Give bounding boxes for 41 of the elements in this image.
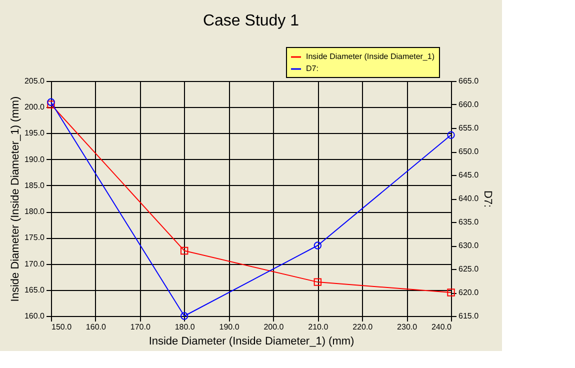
x-tick-label: 160.0 bbox=[86, 322, 106, 332]
x-axis-title: Inside Diameter (Inside Diameter_1) (mm) bbox=[148, 336, 354, 348]
x-tick-label: 200.0 bbox=[264, 322, 284, 332]
y2-tick-label: 665.0 bbox=[458, 76, 480, 86]
x-tick-label: 170.0 bbox=[130, 322, 151, 332]
point bbox=[180, 246, 188, 255]
y-tick-label: 190.0 bbox=[24, 154, 46, 164]
y-tick-label: 175.0 bbox=[24, 233, 46, 242]
x-tick-label: 180.0 bbox=[174, 322, 196, 332]
point bbox=[314, 278, 322, 286]
legend-label: D7: bbox=[306, 64, 318, 73]
y2-axis-title: D7: bbox=[482, 190, 494, 208]
y-tick-label: 195.0 bbox=[24, 128, 46, 138]
y-tick-label: 205.0 bbox=[24, 76, 46, 86]
y-tick-label: 200.0 bbox=[24, 102, 46, 112]
y2-tick-label: 640.0 bbox=[458, 194, 480, 203]
y-tick-label: 160.0 bbox=[24, 312, 46, 320]
y-tick-label: 170.0 bbox=[24, 259, 46, 268]
x-tick-label: 190.0 bbox=[219, 322, 240, 332]
x-tick-label: 230.0 bbox=[397, 322, 418, 332]
y-tick-label: 185.0 bbox=[24, 180, 46, 190]
y-tick-label: 180.0 bbox=[24, 207, 46, 216]
y2-tick-label: 620.0 bbox=[458, 288, 480, 297]
y-axis-title: Inside Diameter (Inside Diameter_1) (mm) bbox=[9, 96, 22, 302]
y2-tick-label: 635.0 bbox=[458, 218, 480, 226]
y2-tick-label: 615.0 bbox=[458, 312, 480, 320]
legend-label: Inside Diameter (Inside Diameter_1) bbox=[306, 52, 435, 61]
y2-tick-label: 645.0 bbox=[458, 170, 480, 180]
chart-title: Case Study 1 bbox=[202, 12, 300, 30]
y2-tick-label: 625.0 bbox=[458, 264, 480, 274]
y-tick-label: 165.0 bbox=[24, 285, 46, 294]
x-tick-label: 220.0 bbox=[352, 322, 374, 332]
y2-tick-label: 650.0 bbox=[458, 147, 480, 156]
y2-tick-label: 660.0 bbox=[458, 100, 480, 109]
x-tick-label: 150.0 bbox=[52, 322, 72, 332]
x-tick-label: 210.0 bbox=[308, 322, 329, 332]
y2-tick-label: 630.0 bbox=[458, 241, 480, 250]
point bbox=[447, 131, 455, 139]
y2-tick-label: 655.0 bbox=[458, 124, 480, 132]
point bbox=[314, 242, 322, 250]
x-tick-label: 240.0 bbox=[431, 322, 452, 332]
